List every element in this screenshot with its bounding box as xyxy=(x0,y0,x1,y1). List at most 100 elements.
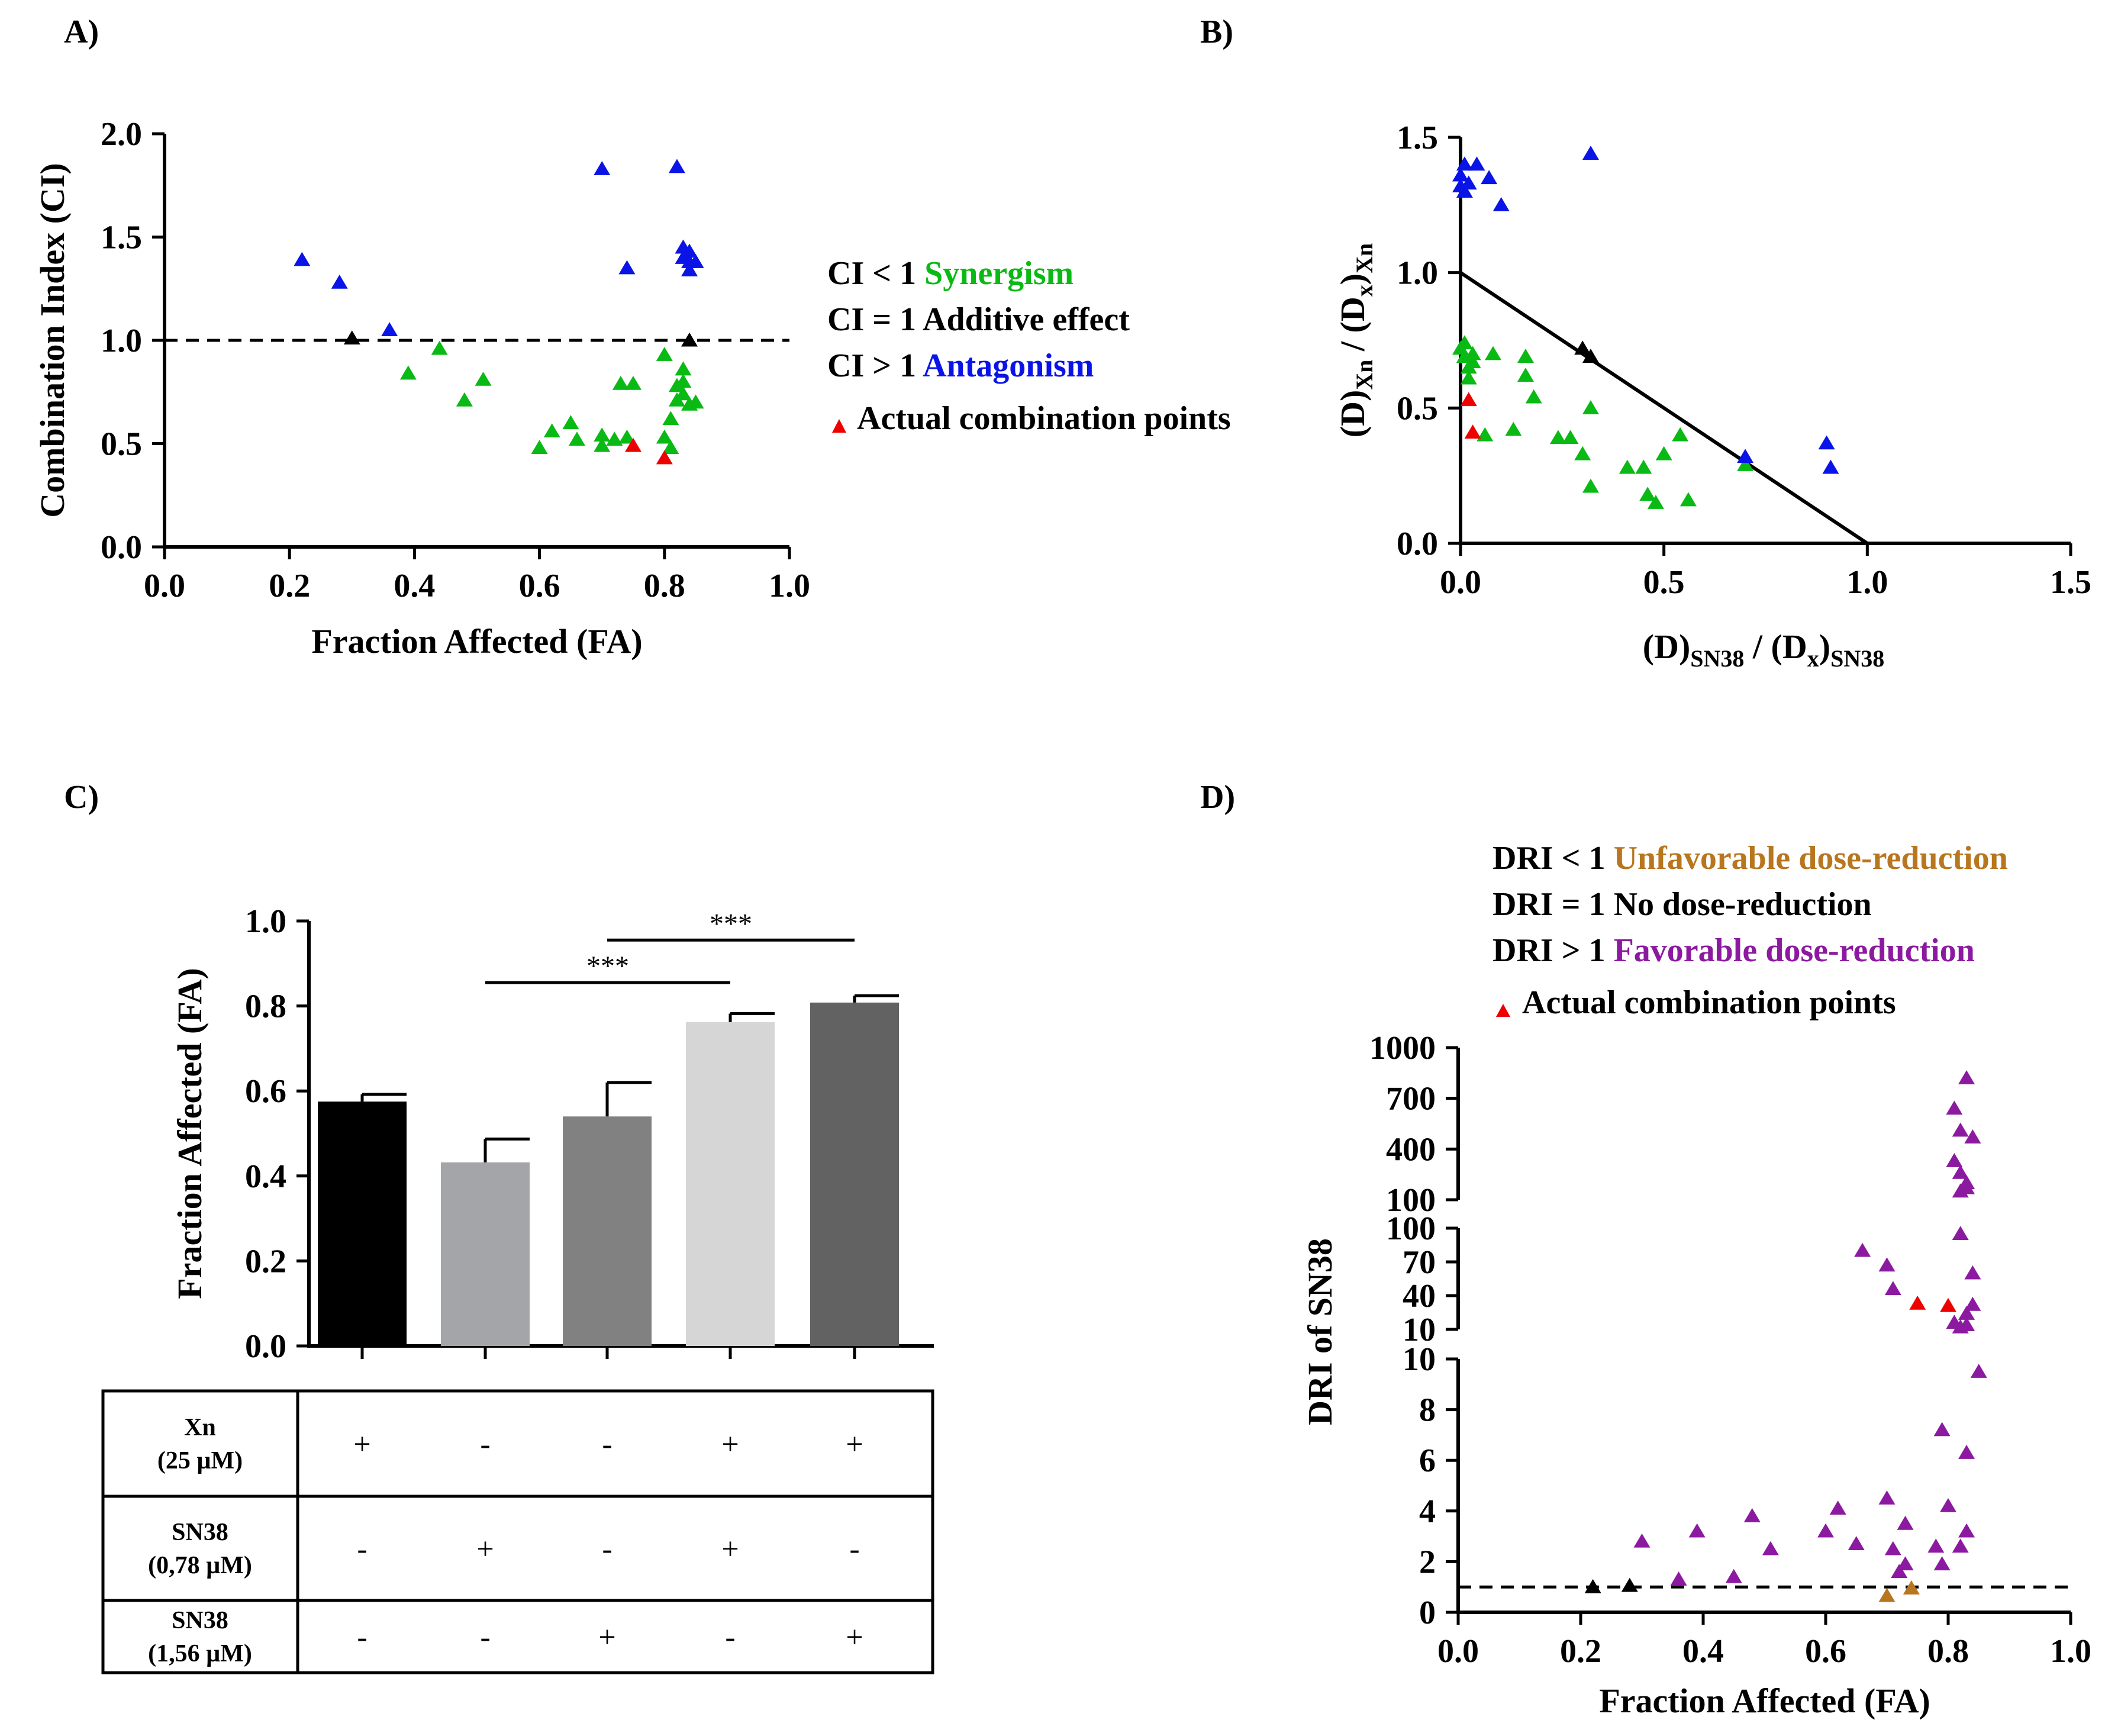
chart-d-point-favorable xyxy=(1817,1523,1834,1538)
chart-b-point-antagonism xyxy=(1582,146,1599,160)
chart-a-point-antagonism xyxy=(381,322,398,337)
chart-d-point-favorable xyxy=(1958,1445,1975,1459)
table-cell-sign: + xyxy=(721,1532,739,1566)
chart-a-point-antagonism xyxy=(618,260,636,275)
chart-b-point-synergism xyxy=(1517,349,1534,363)
chart-a-point-antagonism xyxy=(668,159,685,173)
chart-a-point-synergism xyxy=(399,365,417,380)
chart-d-point-actual xyxy=(1940,1297,1956,1312)
table-cell-sign: - xyxy=(849,1532,859,1566)
chart-b-point-actual xyxy=(1460,392,1477,407)
table-cell-sign: + xyxy=(721,1428,739,1461)
chart-a-point-synergism xyxy=(431,340,448,355)
chart-d-point-favorable xyxy=(1854,1242,1871,1257)
chart-b-y-tick-label: 1.0 xyxy=(1397,255,1438,292)
chart-b-point-synergism xyxy=(1655,446,1672,460)
chart-d-point-unfavorable xyxy=(1903,1580,1920,1595)
chart-b-x-label: (D)SN38 / (Dx)SN38 xyxy=(1643,627,1884,672)
chart-a-point-actual xyxy=(625,437,642,452)
chart-b-point-antagonism xyxy=(1492,197,1510,211)
chart-d-point-favorable xyxy=(1970,1364,1987,1378)
chart-d-y-tick-label: 4 xyxy=(1419,1493,1436,1530)
table-cell-sign: + xyxy=(846,1621,863,1654)
chart-d-point-favorable xyxy=(1670,1571,1687,1586)
chart-b-point-antagonism xyxy=(1456,183,1473,198)
chart-c-bar xyxy=(318,1101,407,1346)
table-row-concentration: (0,78 µM) xyxy=(148,1552,252,1579)
chart-b-point-antagonism xyxy=(1822,459,1839,474)
chart-b-point-synergism xyxy=(1525,389,1542,404)
chart-d-point-favorable xyxy=(1958,1317,1975,1331)
chart-b-point-synergism xyxy=(1477,427,1494,442)
chart-d-x-tick-label: 0.4 xyxy=(1682,1633,1724,1670)
chart-d-x-tick-label: 0.0 xyxy=(1437,1633,1479,1670)
panel-label-d: D) xyxy=(1200,779,1235,816)
chart-c-bar xyxy=(563,1116,652,1346)
chart-a-y-tick-label: 1.0 xyxy=(101,323,142,359)
chart-c-y-tick-label: 0.2 xyxy=(245,1243,286,1280)
chart-a-y-tick-label: 1.5 xyxy=(101,220,142,256)
chart-c-significance-label: *** xyxy=(710,908,752,939)
chart-d-y-tick-label: 8 xyxy=(1419,1392,1436,1429)
chart-d: DRI < 1 Unfavorable dose-reduction DRI =… xyxy=(1301,840,2091,1720)
table-row-label: Xn xyxy=(184,1414,216,1441)
chart-c-y-label: Fraction Affected (FA) xyxy=(170,968,209,1299)
chart-d-point-favorable xyxy=(1952,1122,1969,1137)
chart-a-y-label: Combination Index (CI) xyxy=(33,163,72,517)
chart-c-bar xyxy=(810,1002,899,1346)
chart-d-x-tick-label: 0.6 xyxy=(1805,1633,1846,1670)
chart-b-point-synergism xyxy=(1619,459,1636,474)
chart-c: 0.0 0.2 0.4 0.6 0.8 1.0 *** *** Fraction Affec… xyxy=(101,903,934,1674)
chart-d-point-unfavorable xyxy=(1878,1587,1896,1602)
chart-d-point-favorable xyxy=(1927,1538,1945,1553)
table-cell-sign: - xyxy=(480,1621,490,1654)
chart-a-point-synergism xyxy=(675,386,692,401)
chart-d-point-favorable xyxy=(1633,1533,1651,1548)
table-cell-sign: + xyxy=(476,1532,494,1566)
chart-b-additivity-line xyxy=(1459,271,1868,545)
chart-a-point-synergism xyxy=(594,437,611,452)
chart-b-y-label: (D)Xn / (Dx)Xn xyxy=(1333,243,1378,437)
chart-a-point-synergism xyxy=(531,440,548,454)
chart-d-point-favorable xyxy=(1897,1556,1914,1571)
chart-d-y-tick-label: 100 xyxy=(1386,1210,1436,1247)
chart-d-point-favorable xyxy=(1958,1070,1975,1084)
chart-a-point-synergism xyxy=(656,429,673,444)
chart-d-y-tick-label: 70 xyxy=(1403,1244,1436,1281)
legend-a-line-3: CI > 1 Antagonism xyxy=(827,347,1094,384)
chart-a-x-tick-label: 0.6 xyxy=(519,568,560,604)
chart-a-point-synergism xyxy=(562,415,579,430)
chart-b-point-synergism xyxy=(1582,478,1599,493)
chart-a-legend: CI < 1 Synergism CI = 1 Additive effect … xyxy=(827,255,1231,437)
chart-d-point-favorable xyxy=(1933,1556,1951,1571)
chart-d-point-favorable xyxy=(1829,1500,1846,1515)
chart-b-x-tick-label: 1.0 xyxy=(1846,564,1888,601)
chart-a-point-antagonism xyxy=(681,262,698,276)
table-row-label: SN38 xyxy=(172,1607,228,1634)
chart-a-x-tick-label: 1.0 xyxy=(769,568,810,604)
chart-d-point-favorable xyxy=(1743,1508,1761,1522)
chart-b-point-synergism xyxy=(1574,446,1591,460)
table-cell-sign: - xyxy=(725,1621,735,1654)
chart-b-point-synergism xyxy=(1460,370,1477,385)
chart-d-point-favorable xyxy=(1878,1257,1896,1272)
chart-a-point-synergism xyxy=(618,429,636,444)
chart-a-x-tick-label: 0.4 xyxy=(394,568,435,604)
chart-d-point-favorable xyxy=(1952,1538,1969,1553)
chart-a-point-synergism xyxy=(475,372,492,386)
legend-d-line-2: DRI = 1 No dose-reduction xyxy=(1492,886,1872,923)
chart-c-y-tick-label: 0.6 xyxy=(245,1073,286,1110)
chart-d-y-tick-label: 2 xyxy=(1419,1544,1436,1580)
table-row-label: SN38 xyxy=(172,1519,228,1546)
chart-b-y-tick-label: 0.0 xyxy=(1397,526,1438,562)
chart-c-bar xyxy=(686,1022,775,1346)
chart-a-point-additive xyxy=(343,330,360,345)
chart-c-significance-label: *** xyxy=(586,951,629,982)
chart-d-point-favorable xyxy=(1884,1281,1901,1296)
chart-d-x-tick-label: 1.0 xyxy=(2050,1633,2091,1670)
panel-label-a: A) xyxy=(64,14,99,50)
chart-b-point-antagonism xyxy=(1818,435,1835,450)
chart-b-point-synergism xyxy=(1464,354,1481,369)
chart-a-y-tick-label: 0.5 xyxy=(101,426,142,463)
chart-d-point-additive xyxy=(1584,1579,1601,1593)
